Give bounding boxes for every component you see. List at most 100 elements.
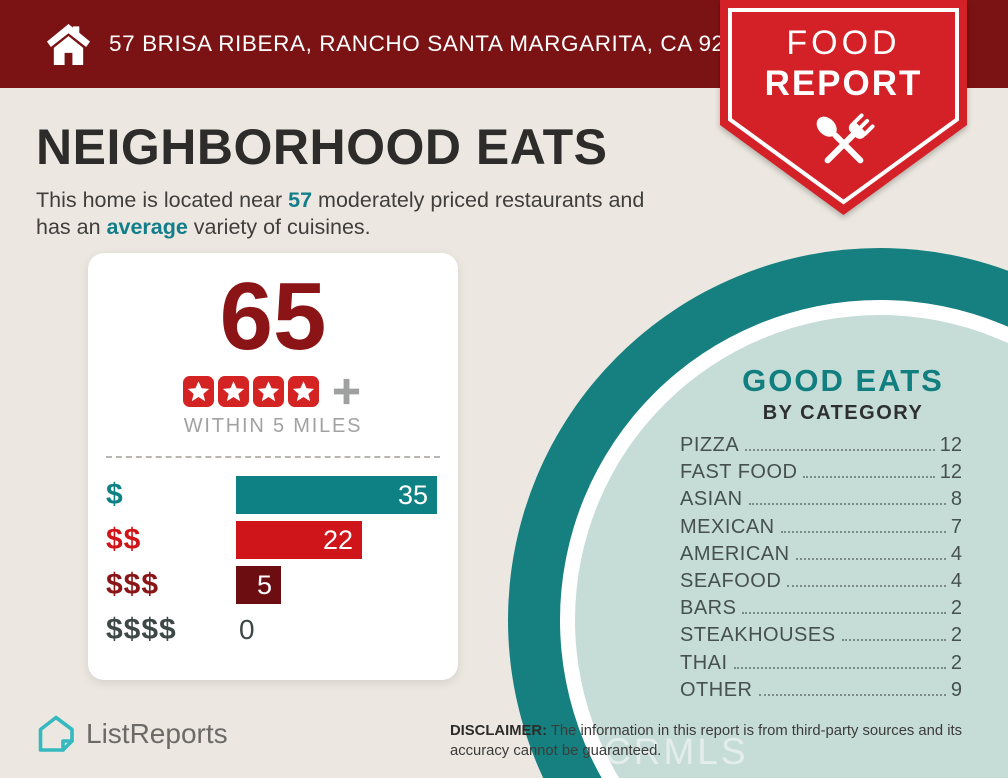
category-label: SEAFOOD bbox=[680, 569, 782, 592]
category-row: OTHER 9 bbox=[680, 679, 962, 706]
summary-line1-post: moderately priced restaurants and bbox=[312, 188, 645, 212]
dotted-leader bbox=[780, 530, 946, 533]
dotted-leader bbox=[745, 449, 935, 451]
summary-line2: has an average variety of cuisines. bbox=[36, 214, 696, 241]
brand-name: ListReports bbox=[86, 718, 228, 749]
good-eats-title: GOOD EATS bbox=[742, 363, 944, 398]
disclaimer-label: DISCLAIMER: bbox=[450, 723, 547, 739]
category-row: ASIAN 8 bbox=[680, 488, 962, 515]
category-label: ASIAN bbox=[680, 488, 743, 511]
category-row: PIZZA 12 bbox=[680, 434, 962, 461]
price-bar-chart: $ 35 $$ 22 $$$ 5 $$$$ 0 bbox=[106, 476, 458, 649]
intro-section: NEIGHBORHOOD EATS This home is located n… bbox=[36, 118, 696, 241]
good-eats-heading: GOOD EATS BY CATEGORY bbox=[698, 363, 988, 425]
dotted-leader bbox=[758, 693, 946, 696]
category-label: AMERICAN bbox=[680, 542, 790, 565]
home-icon bbox=[46, 23, 91, 65]
summary-line1-pre: This home is located near bbox=[36, 188, 289, 212]
crmls-watermark: CRMLS bbox=[604, 731, 749, 772]
bar: 35 bbox=[236, 476, 437, 515]
category-label: THAI bbox=[680, 651, 728, 674]
price-tier-label: $$ bbox=[106, 523, 142, 557]
category-value: 12 bbox=[939, 434, 962, 456]
badge-title-line1: FOOD bbox=[786, 24, 901, 62]
badge-title-line2: REPORT bbox=[764, 64, 923, 103]
bar-area: 0 bbox=[236, 611, 437, 649]
category-row: MEXICAN 7 bbox=[680, 516, 962, 543]
summary-line1: This home is located near 57 moderately … bbox=[36, 187, 696, 214]
bar-row: $ 35 bbox=[106, 476, 458, 515]
bar-value: 35 bbox=[397, 479, 428, 510]
dotted-leader bbox=[787, 584, 946, 587]
bar: 5 bbox=[236, 566, 281, 605]
category-value: 9 bbox=[950, 678, 962, 701]
bar-row: $$ 22 bbox=[106, 521, 458, 560]
star-icon bbox=[183, 375, 214, 407]
category-value: 12 bbox=[939, 461, 962, 484]
restaurant-score-card: 65 WITHIN 5 MILES $ 35 $$ 22 bbox=[88, 253, 458, 680]
variety-highlight: average bbox=[106, 215, 188, 239]
crossed-spoon-and-fork-icon bbox=[816, 113, 875, 164]
disclaimer-body: The information in this report is from t… bbox=[450, 723, 963, 759]
page-title: NEIGHBORHOOD EATS bbox=[36, 119, 608, 175]
star-icon bbox=[218, 375, 249, 407]
category-value: 4 bbox=[950, 542, 962, 565]
dotted-leader bbox=[748, 503, 946, 506]
category-value: 2 bbox=[950, 624, 962, 647]
category-label: STEAKHOUSES bbox=[680, 624, 836, 647]
category-value: 2 bbox=[950, 651, 962, 674]
stars-row bbox=[88, 374, 458, 408]
bar-row: $$$$ 0 bbox=[106, 611, 458, 649]
star-icon bbox=[253, 375, 284, 407]
badge-title: FOOD REPORT bbox=[720, 24, 967, 104]
dotted-leader bbox=[795, 557, 946, 560]
summary-text: This home is located near 57 moderately … bbox=[36, 187, 696, 241]
restaurant-count-score: 65 bbox=[219, 263, 327, 370]
category-value: 2 bbox=[950, 597, 962, 620]
category-row: SEAFOOD 4 bbox=[680, 570, 962, 597]
price-tier-label: $ bbox=[106, 478, 124, 512]
bar-area: 35 bbox=[236, 476, 437, 515]
summary-line2-post: variety of cuisines. bbox=[187, 215, 371, 239]
listreports-logo: ListReports bbox=[36, 714, 228, 754]
good-eats-subtitle: BY CATEGORY bbox=[762, 402, 924, 424]
bar-area: 22 bbox=[236, 521, 437, 560]
category-value: 7 bbox=[950, 515, 962, 538]
category-value: 8 bbox=[950, 488, 962, 511]
bar: 22 bbox=[236, 521, 362, 560]
radius-label: WITHIN 5 MILES bbox=[183, 415, 363, 438]
restaurant-count: 57 bbox=[288, 188, 313, 212]
disclaimer-text: DISCLAIMER: The information in this repo… bbox=[450, 722, 1007, 761]
summary-line2-pre: has an bbox=[36, 215, 107, 239]
dashed-divider bbox=[106, 456, 440, 459]
category-row: AMERICAN 4 bbox=[680, 543, 962, 570]
dotted-leader bbox=[742, 612, 946, 615]
category-row: BARS 2 bbox=[680, 597, 962, 624]
bar-row: $$$ 5 bbox=[106, 566, 458, 605]
category-row: FAST FOOD 12 bbox=[680, 461, 962, 488]
dotted-leader bbox=[803, 476, 935, 479]
dotted-leader bbox=[841, 639, 946, 642]
badge-pennant-shape bbox=[720, 0, 967, 215]
price-tier-label: $$$ bbox=[106, 568, 160, 602]
category-label: FAST FOOD bbox=[680, 461, 798, 484]
zero-value: 0 bbox=[239, 614, 255, 646]
category-label: BARS bbox=[680, 597, 737, 620]
category-list: PIZZA 12 FAST FOOD 12 ASIAN 8 MEXICAN 7 … bbox=[680, 434, 962, 706]
listreports-house-icon bbox=[38, 715, 74, 752]
category-label: PIZZA bbox=[680, 434, 740, 456]
food-report-badge: FOOD REPORT bbox=[720, 0, 967, 215]
category-value: 4 bbox=[950, 569, 962, 592]
star-icon bbox=[288, 375, 319, 407]
category-row: THAI 2 bbox=[680, 652, 962, 679]
price-tier-label: $$$$ bbox=[106, 613, 177, 647]
plus-icon bbox=[333, 378, 360, 404]
bar-value: 5 bbox=[256, 569, 272, 600]
bar-value: 22 bbox=[322, 524, 353, 555]
bar-area: 5 bbox=[236, 566, 437, 605]
dotted-leader bbox=[733, 666, 946, 669]
category-row: STEAKHOUSES 2 bbox=[680, 624, 962, 651]
category-label: OTHER bbox=[680, 678, 753, 701]
category-label: MEXICAN bbox=[680, 515, 775, 538]
